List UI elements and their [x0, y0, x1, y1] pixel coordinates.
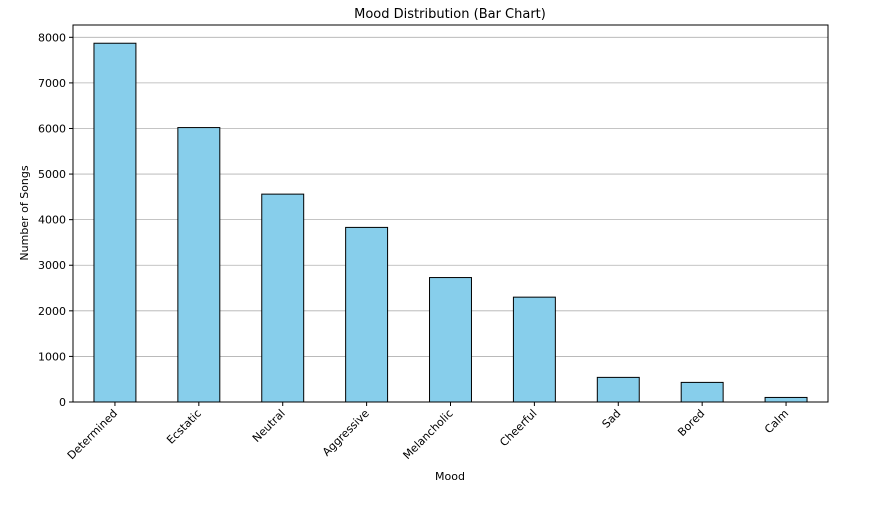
x-tick-label-calm: Calm [762, 407, 791, 436]
x-tick-label-determined: Determined [65, 407, 120, 462]
y-tick-label: 6000 [38, 122, 66, 135]
bar-determined [93, 42, 137, 403]
x-tick-label-neutral: Neutral [250, 407, 288, 445]
y-tick-label: 8000 [38, 31, 66, 44]
y-axis-ticks: 0 1000 2000 3000 4000 5000 6000 7000 8000 [38, 31, 73, 409]
bar-melancholic [429, 277, 472, 403]
x-tick-label-melancholic: Melancholic [401, 407, 456, 462]
x-tick-label-cheerful: Cheerful [497, 407, 539, 449]
y-tick-label: 1000 [38, 350, 66, 363]
bar-calm [764, 396, 808, 403]
x-axis-label: Mood [435, 470, 465, 483]
bar-ecstatic [177, 127, 221, 403]
x-tick-label-sad: Sad [600, 407, 624, 431]
y-tick-label: 3000 [38, 259, 66, 272]
x-axis-ticks: Determined Ecstatic Neutral Aggressive Melan… [65, 402, 791, 462]
x-tick-label-aggressive: Aggressive [320, 407, 372, 459]
y-tick-label: 0 [59, 396, 66, 409]
bar-sad [596, 376, 640, 403]
bar-bored [680, 381, 724, 403]
y-tick-label: 7000 [38, 77, 66, 90]
bar-aggressive [345, 226, 389, 403]
bar-cheerful [512, 296, 556, 403]
y-tick-label: 4000 [38, 214, 66, 227]
y-tick-label: 5000 [38, 168, 66, 181]
y-axis-label: Number of Songs [18, 165, 31, 260]
x-tick-label-ecstatic: Ecstatic [164, 407, 204, 447]
bars [93, 42, 808, 403]
chart-title: Mood Distribution (Bar Chart) [354, 7, 546, 22]
y-tick-label: 2000 [38, 305, 66, 318]
bar-neutral [261, 193, 305, 403]
x-tick-label-bored: Bored [675, 407, 707, 439]
